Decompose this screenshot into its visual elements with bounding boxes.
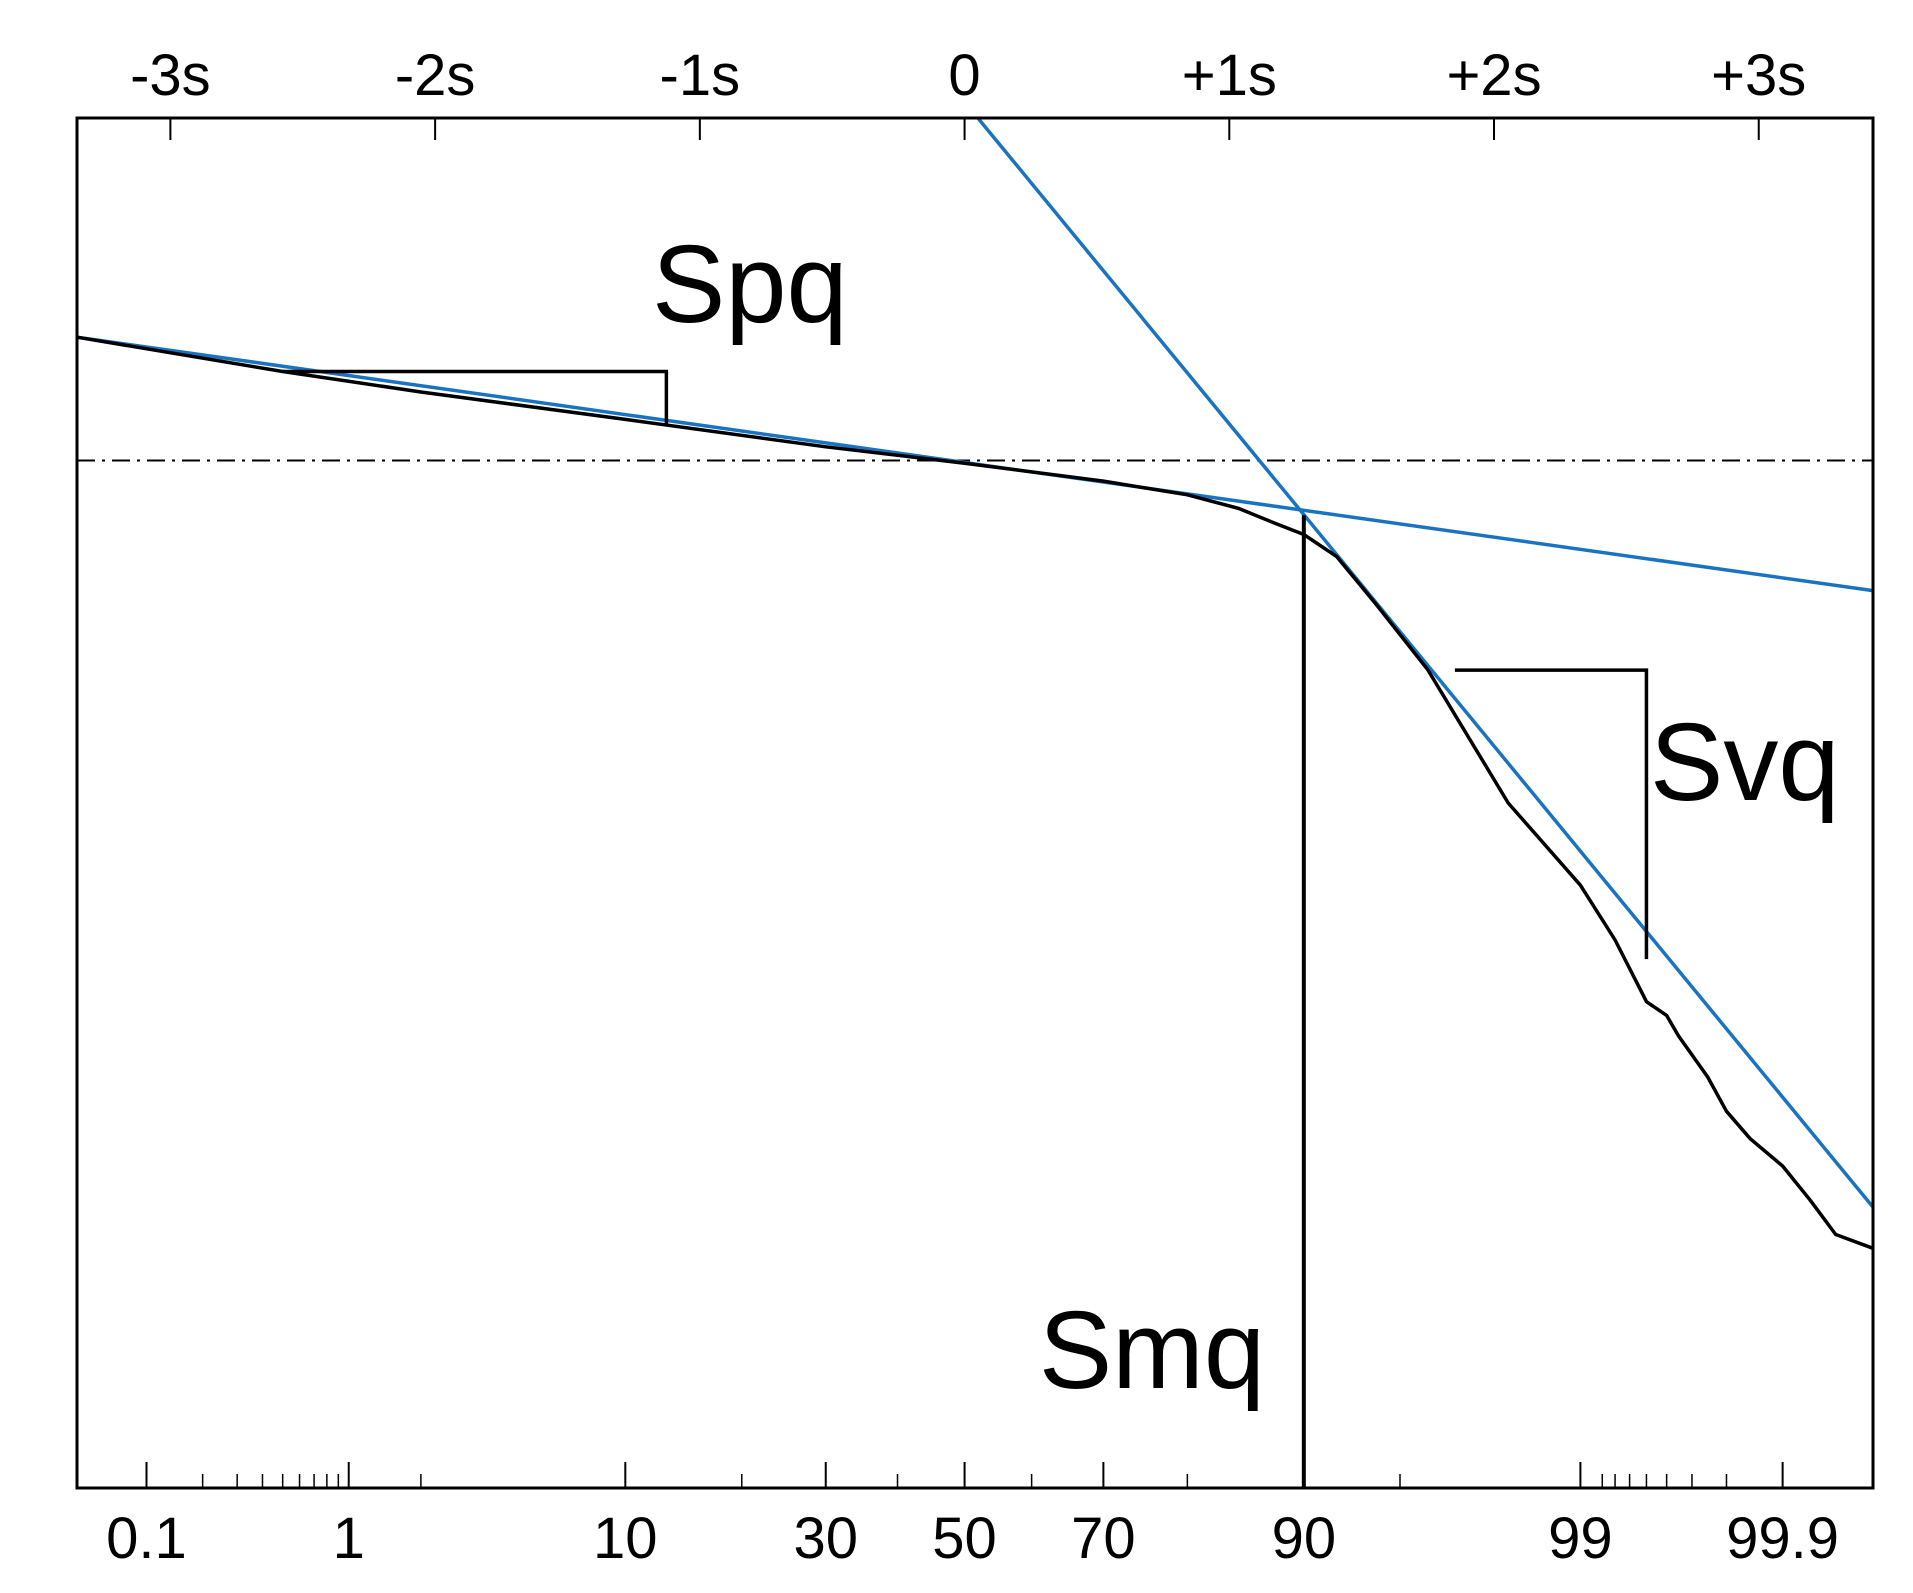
top-tick-label: -3s xyxy=(130,43,211,108)
top-tick-label: 0 xyxy=(948,43,980,108)
top-tick-label: +1s xyxy=(1182,43,1277,108)
top-tick-label: +3s xyxy=(1711,43,1806,108)
series-fit-line-vuggy xyxy=(976,116,1875,1209)
top-axis: -3s -2s -1s 0 +1s +2s +3s xyxy=(130,43,1806,140)
svq-label: Svq xyxy=(1650,701,1840,824)
svq-slope-triangle xyxy=(1454,668,1649,960)
top-tick-label: -2s xyxy=(395,43,476,108)
bottom-axis: 0.1 1 10 30 50 70 90 99 99.9 xyxy=(106,1462,1839,1571)
smq-label: Smq xyxy=(1039,1289,1265,1412)
series-measured-curve xyxy=(76,335,1874,1250)
bottom-tick-label: 50 xyxy=(932,1506,997,1571)
annotation-layer: Spq Svq Smq xyxy=(282,223,1840,1488)
spq-slope-triangle xyxy=(282,369,669,425)
top-tick-label: -1s xyxy=(660,43,741,108)
bottom-tick-label: 99.9 xyxy=(1726,1506,1839,1571)
top-tick-label: +2s xyxy=(1446,43,1541,108)
bottom-tick-label: 30 xyxy=(793,1506,858,1571)
bottom-tick-label: 10 xyxy=(593,1506,658,1571)
bottom-tick-label: 99 xyxy=(1548,1506,1613,1571)
bottom-tick-label: 70 xyxy=(1071,1506,1136,1571)
bottom-tick-label: 0.1 xyxy=(106,1506,187,1571)
bottom-tick-label: 90 xyxy=(1272,1506,1337,1571)
plot-frame xyxy=(75,116,1875,1490)
spq-label: Spq xyxy=(652,223,848,346)
bottom-tick-label: 1 xyxy=(333,1506,365,1571)
series-layer xyxy=(76,116,1875,1250)
